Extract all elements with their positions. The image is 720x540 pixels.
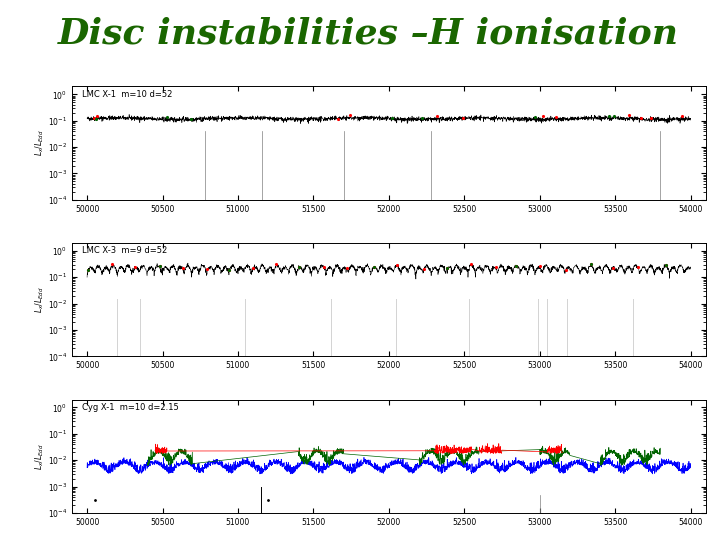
- Text: LMC X-1  m=10 d=52: LMC X-1 m=10 d=52: [81, 90, 172, 99]
- Text: Disc instabilities –H ionisation: Disc instabilities –H ionisation: [58, 16, 679, 50]
- Text: Cyg X-1  m=10 d=2.15: Cyg X-1 m=10 d=2.15: [81, 403, 179, 412]
- Y-axis label: $L_x/L_{Edd}$: $L_x/L_{Edd}$: [34, 286, 46, 313]
- Y-axis label: $L_x/L_{Edd}$: $L_x/L_{Edd}$: [34, 130, 46, 157]
- Y-axis label: $L_x/L_{Edd}$: $L_x/L_{Edd}$: [34, 443, 46, 470]
- Text: LMC X-3  m=9 d=52: LMC X-3 m=9 d=52: [81, 246, 167, 255]
